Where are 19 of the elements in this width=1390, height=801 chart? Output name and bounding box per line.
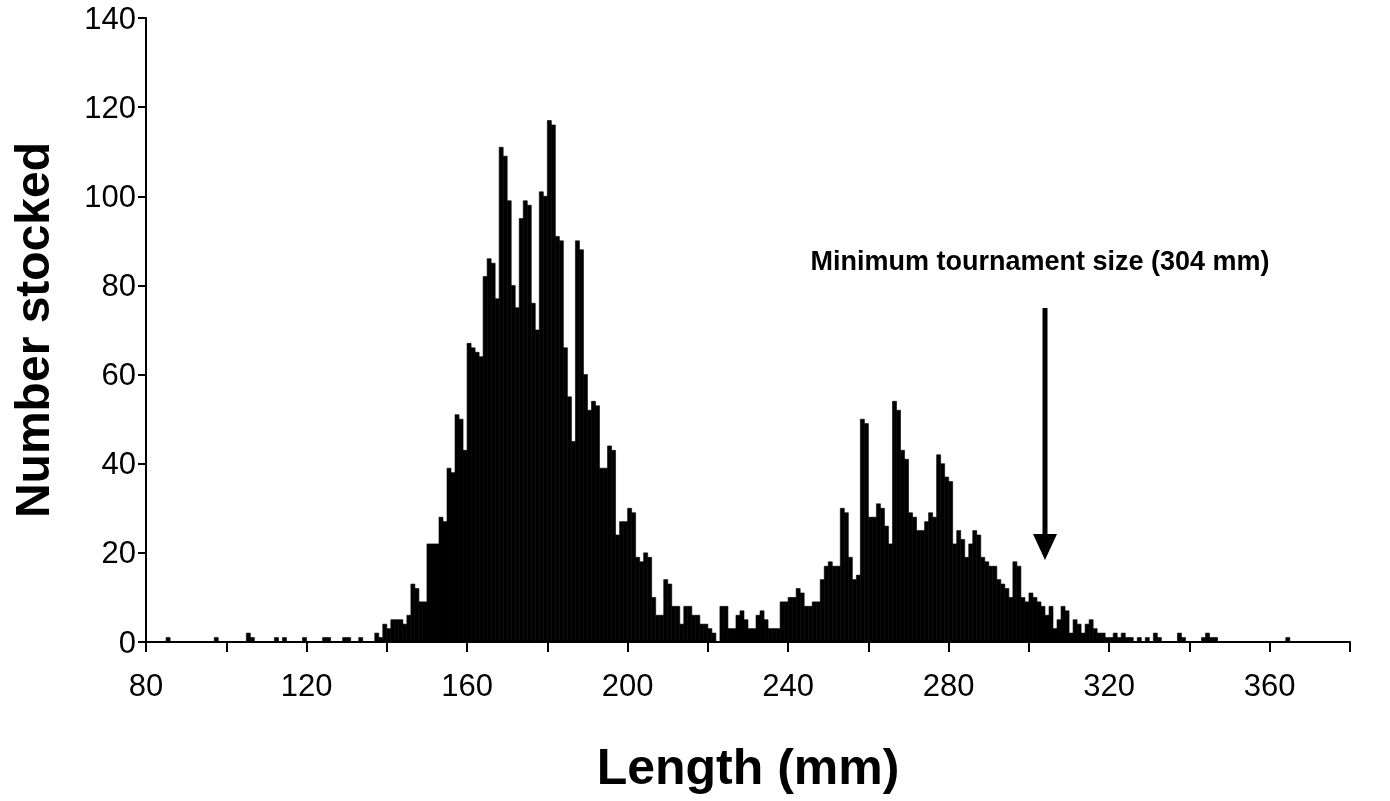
x-tick-label: 280 (922, 668, 975, 703)
x-tick-label: 240 (762, 668, 814, 703)
x-tick-label: 320 (1083, 668, 1136, 703)
annotation: Minimum tournament size (304 mm) (810, 246, 1270, 277)
y-tick-label: 0 (118, 624, 136, 660)
y-tick-label: 120 (84, 89, 136, 125)
y-tick-label: 100 (84, 178, 136, 214)
x-tick-label: 160 (441, 668, 493, 703)
y-tick-label: 60 (101, 357, 136, 393)
x-tick-label: 200 (601, 668, 654, 703)
y-tick-label: 80 (101, 267, 136, 303)
x-tick-label: 120 (280, 668, 333, 703)
y-axis-title: Number stocked (5, 141, 59, 519)
y-tick-label: 40 (101, 446, 136, 482)
x-axis-title: Length (mm) (596, 739, 900, 795)
x-tick-label: 80 (128, 668, 164, 703)
y-tick-label: 140 (84, 0, 136, 36)
x-tick-label: 360 (1243, 668, 1296, 703)
y-tick-label: 20 (101, 535, 136, 571)
